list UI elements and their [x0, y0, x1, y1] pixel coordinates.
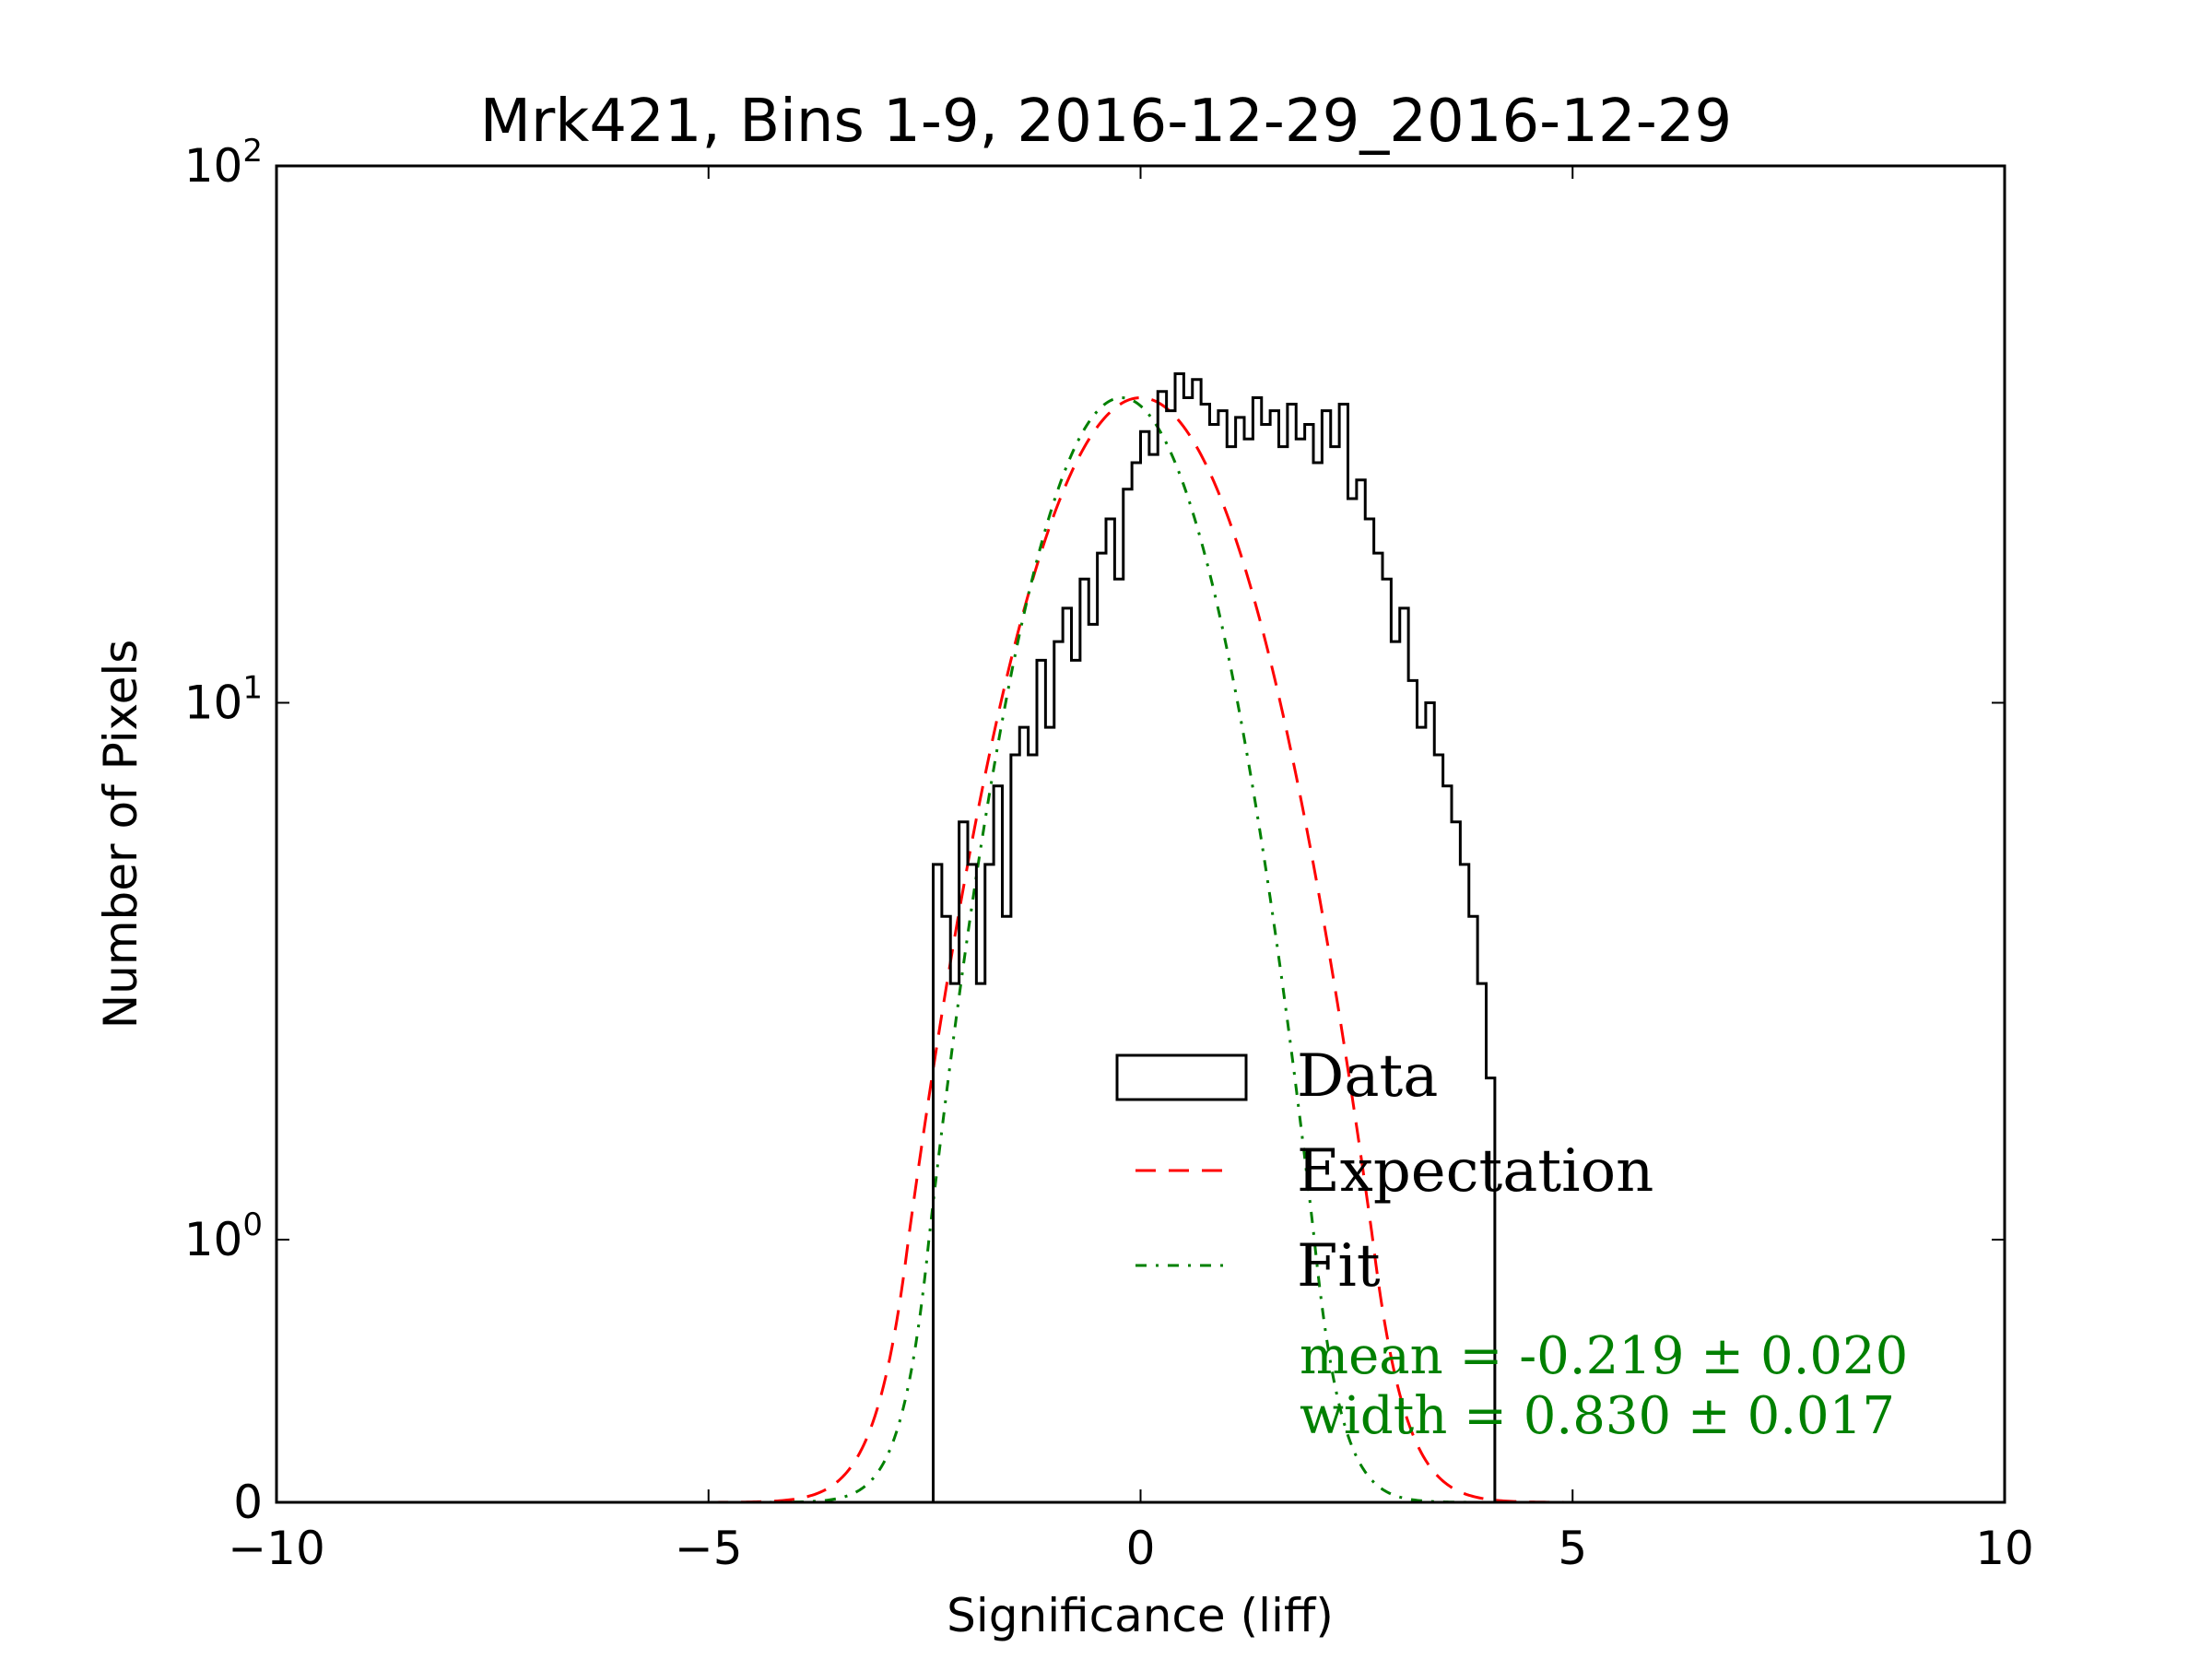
x-tick-label: −5	[675, 1522, 743, 1575]
x-axis-label: Significance (liff)	[947, 1589, 1334, 1642]
chart-title: Mrk421, Bins 1-9, 2016-12-29_2016-12-29	[480, 88, 1732, 156]
fit-mean-annotation: mean = -0.219 ± 0.020	[1300, 1326, 1908, 1386]
fit-width-annotation: width = 0.830 ± 0.017	[1300, 1386, 1895, 1446]
x-tick-label: 5	[1558, 1522, 1587, 1575]
legend-fit-label: Fit	[1297, 1232, 1381, 1300]
legend-expectation-label: Expectation	[1297, 1137, 1653, 1206]
x-tick-label: −10	[228, 1522, 325, 1575]
y-axis-label: Number of Pixels	[94, 640, 147, 1030]
y-tick-label: 0	[233, 1476, 263, 1529]
legend-data-label: Data	[1297, 1042, 1438, 1111]
x-tick-label: 10	[1975, 1522, 2034, 1575]
x-tick-label: 0	[1126, 1522, 1156, 1575]
histogram-chart: Mrk421, Bins 1-9, 2016-12-29_2016-12-29 …	[0, 0, 2212, 1659]
